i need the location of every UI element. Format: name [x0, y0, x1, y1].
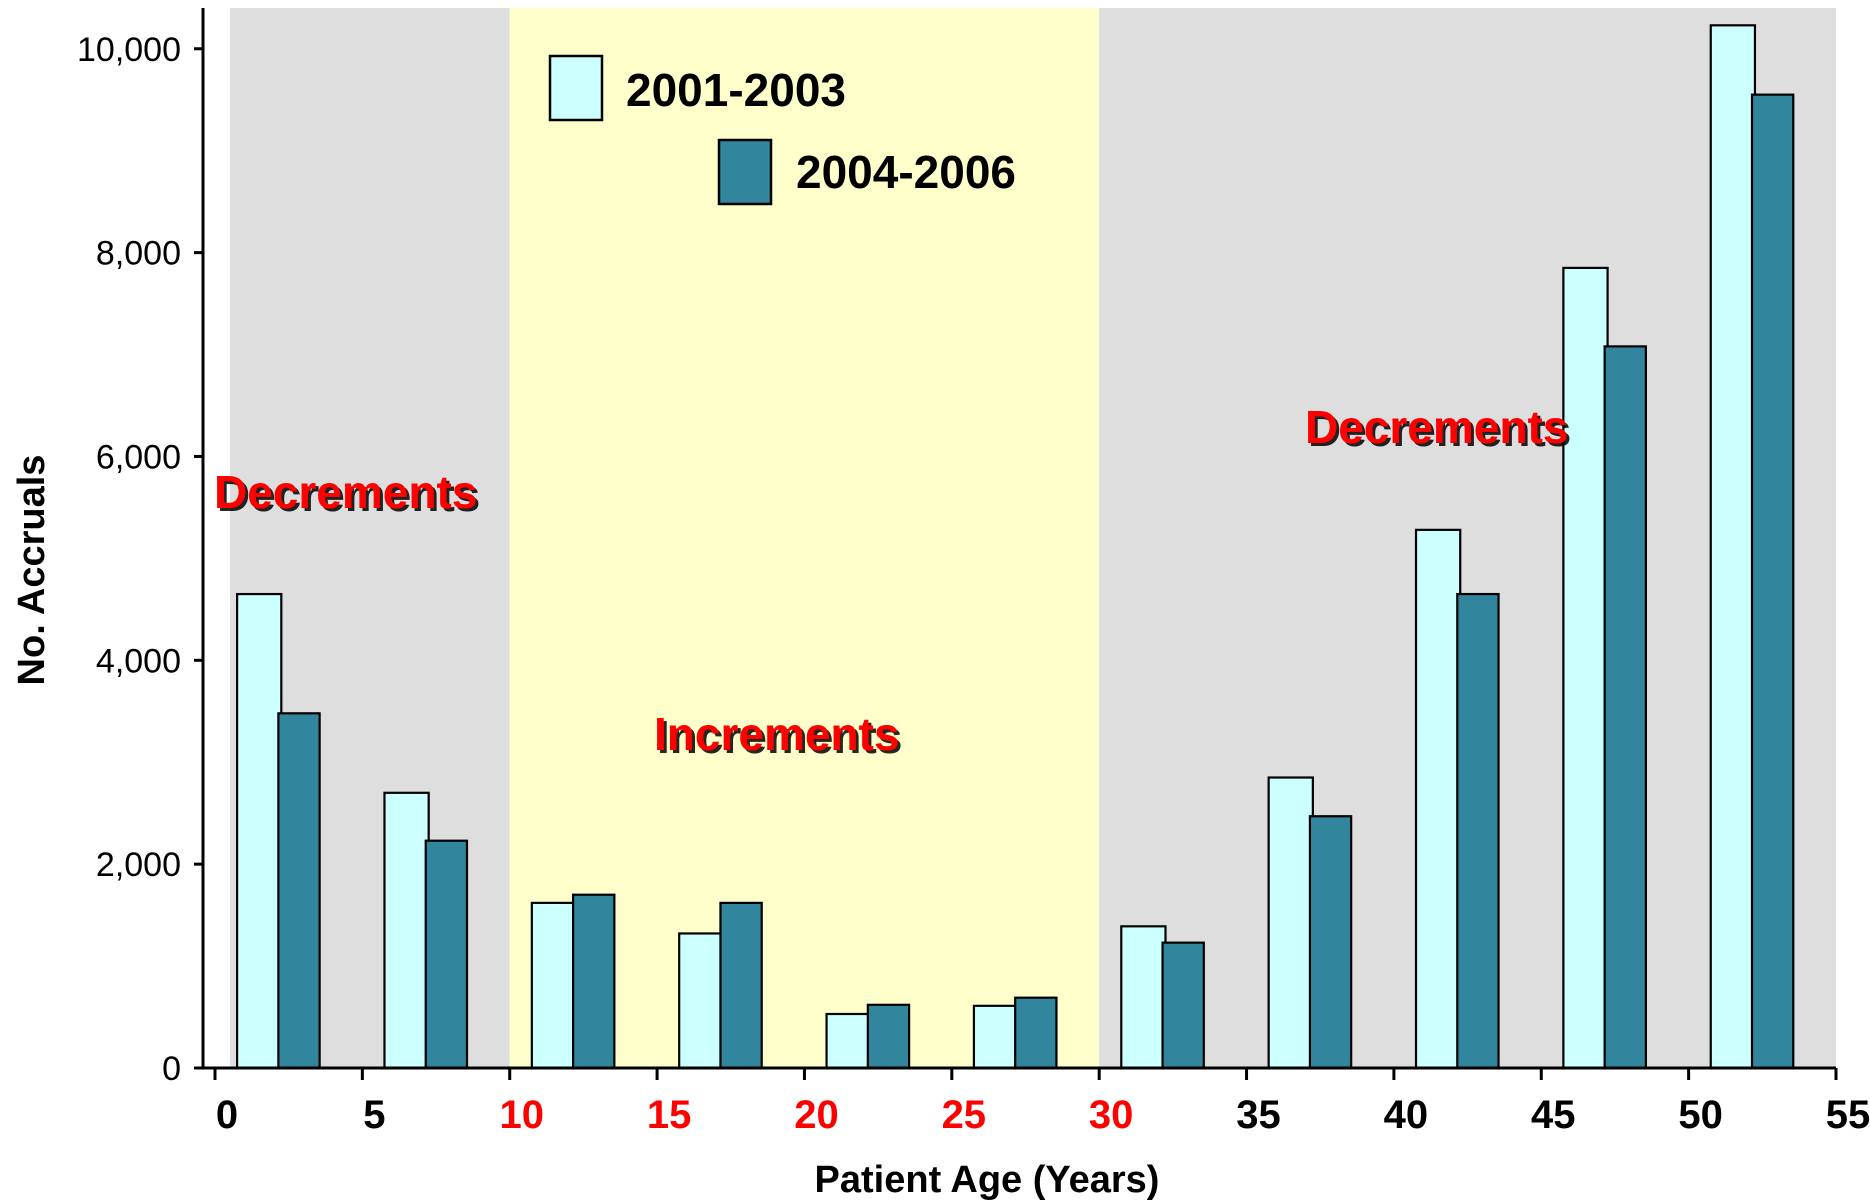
bar-2004-2006-35-39 — [1308, 815, 1353, 1070]
bar-2004-2006-0-4 — [277, 712, 321, 1070]
bar-2001-2003-15-19 — [678, 932, 725, 1070]
x-tick-label: 30 — [1089, 1093, 1134, 1137]
x-tick-label: 20 — [794, 1093, 839, 1137]
x-tick-label: 55 — [1826, 1093, 1870, 1137]
bar-2001-2003-50-54 — [1709, 24, 1757, 1070]
bar-2004-2006-15-19 — [719, 901, 763, 1070]
bar-2001-2003-35-39 — [1267, 776, 1314, 1070]
bar-2001-2003-45-49 — [1562, 266, 1609, 1070]
bar-2004-2006-10-14 — [571, 893, 616, 1070]
x-tick-label: 0 — [216, 1093, 238, 1137]
x-tick-label: 15 — [647, 1093, 692, 1137]
bar-2004-2006-45-49 — [1603, 345, 1648, 1070]
annotation-increments: Increments — [654, 708, 899, 760]
x-tick-label: 25 — [942, 1093, 987, 1137]
x-tick-label: 10 — [499, 1093, 544, 1137]
bar-2004-2006-30-34 — [1161, 941, 1205, 1070]
bar-2001-2003-30-34 — [1120, 925, 1167, 1070]
y-tick-label: 6,000 — [96, 438, 181, 476]
legend-swatch-2001-2003 — [548, 54, 604, 122]
x-tick-label: 35 — [1236, 1093, 1281, 1137]
legend-label-2004-2006: 2004-2006 — [796, 146, 1016, 198]
bar-2001-2003-0-4 — [236, 592, 283, 1070]
y-tick-label: 0 — [162, 1050, 181, 1088]
x-axis-title: Patient Age (Years) — [815, 1159, 1160, 1201]
legend-swatch-2004-2006 — [717, 138, 773, 206]
y-tick-label: 8,000 — [96, 235, 181, 273]
region-1-increments — [509, 8, 1100, 1068]
x-tick-label: 40 — [1384, 1093, 1429, 1137]
bar-2001-2003-10-14 — [530, 901, 578, 1070]
bar-2001-2003-40-44 — [1414, 528, 1462, 1070]
legend: 2001-2003 2004-2006 — [548, 54, 1016, 206]
x-axis-ticks: 0 5 10 15 20 25 30 35 40 45 50 55 — [213, 1068, 1870, 1137]
annotation-decrements-left: Decrements — [214, 466, 477, 518]
bar-2004-2006-20-24 — [866, 1003, 911, 1070]
y-tick-label: 2,000 — [96, 846, 181, 884]
y-axis-title: No. Accruals — [11, 455, 53, 686]
x-tick-label: 45 — [1531, 1093, 1576, 1137]
annotation-decrements-right: Decrements — [1305, 401, 1568, 453]
y-tick-label: 4,000 — [96, 642, 181, 680]
bar-2001-2003-25-29 — [972, 1004, 1020, 1070]
legend-label-2001-2003: 2001-2003 — [626, 64, 846, 116]
bar-2004-2006-5-9 — [424, 839, 469, 1070]
x-tick-label: 50 — [1678, 1093, 1723, 1137]
y-axis-ticks: 0 2,000 4,000 6,000 8,000 10,000 — [77, 31, 203, 1088]
y-tick-label: 10,000 — [77, 31, 181, 69]
bar-2004-2006-40-44 — [1456, 592, 1500, 1070]
x-tick-label: 5 — [363, 1093, 385, 1137]
bar-2001-2003-5-9 — [383, 791, 430, 1070]
bar-2001-2003-20-24 — [825, 1012, 872, 1070]
bar-2004-2006-25-29 — [1014, 996, 1058, 1070]
bar-2004-2006-50-54 — [1750, 93, 1795, 1070]
bars — [236, 24, 1795, 1070]
